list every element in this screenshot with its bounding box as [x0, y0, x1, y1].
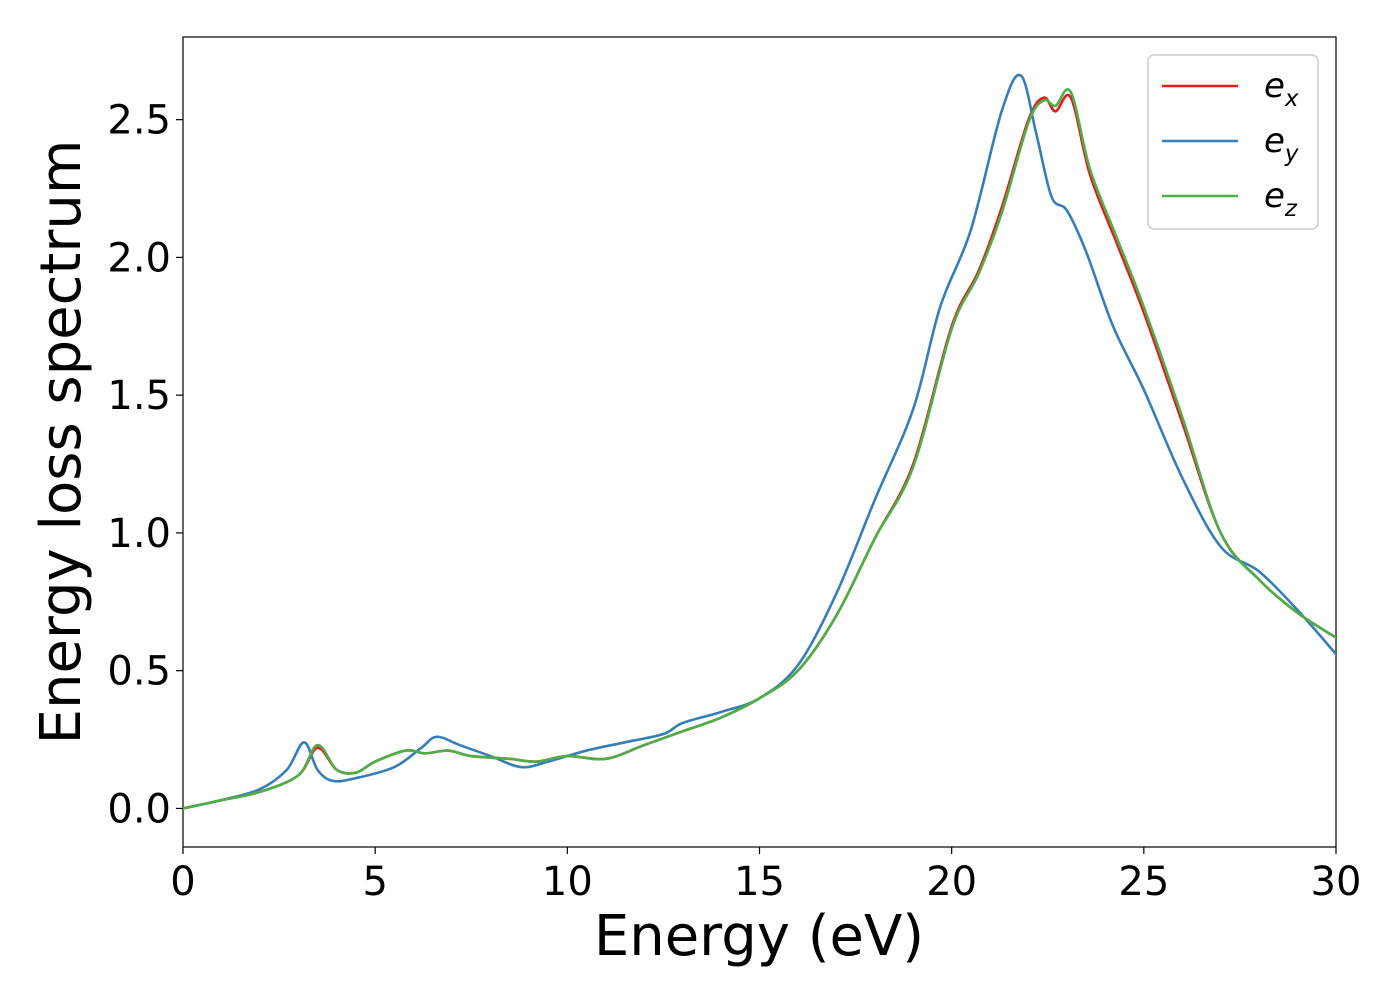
series-layer	[183, 73, 1336, 810]
x-axis-label: Energy (eV)	[594, 904, 924, 969]
legend-label-z: ez	[1264, 176, 1298, 222]
y-tick-label: 2.0	[107, 235, 171, 281]
x-tick-label: 10	[542, 859, 593, 905]
y-axis: 0.0 0.5 1.0 1.5 2.0 2.5	[107, 98, 183, 832]
x-axis: 0 5 10 15 20 25 30	[170, 847, 1361, 905]
x-tick-label: 30	[1311, 859, 1362, 905]
y-tick-label: 1.0	[107, 511, 171, 557]
legend-label-y: ey	[1264, 121, 1299, 167]
plot-area	[182, 36, 1337, 848]
legend-label-x: ex	[1264, 66, 1299, 112]
x-tick-label: 25	[1118, 859, 1169, 905]
y-tick-label: 2.5	[107, 98, 171, 144]
series-line-y	[183, 73, 1336, 810]
y-axis-label: Energy loss spectrum	[29, 140, 94, 745]
x-tick-label: 15	[734, 859, 785, 905]
y-tick-label: 0.0	[107, 786, 171, 832]
x-tick-label: 5	[362, 859, 387, 905]
x-tick-label: 0	[170, 859, 195, 905]
legend: ex ey ez	[1147, 54, 1319, 230]
y-tick-label: 0.5	[107, 649, 171, 695]
series-line-z	[183, 88, 1336, 810]
x-tick-label: 20	[926, 859, 977, 905]
legend-items: ex ey ez	[1162, 66, 1299, 222]
plot-frame	[182, 36, 1337, 848]
y-tick-label: 1.5	[107, 373, 171, 419]
